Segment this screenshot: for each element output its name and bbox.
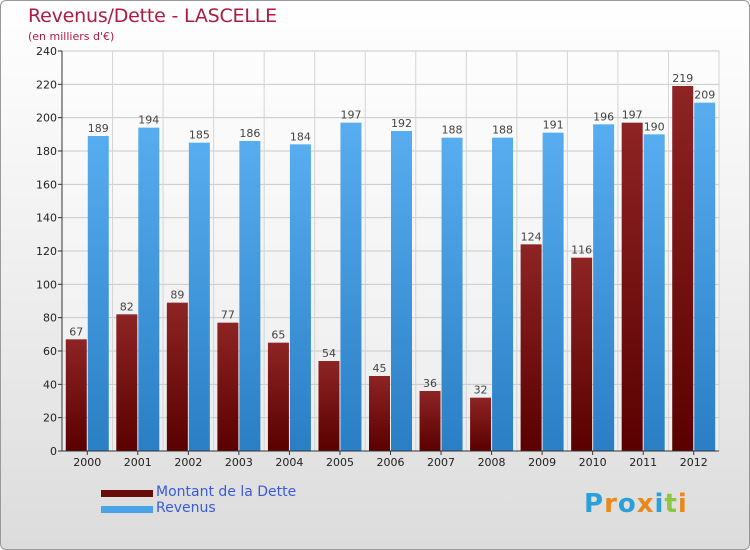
- data-label: 77: [221, 309, 235, 322]
- y-tick-label: 180: [36, 145, 57, 158]
- logo-letter: i: [677, 489, 688, 519]
- x-tick-label: 2006: [377, 456, 405, 469]
- data-label: 188: [492, 124, 513, 137]
- data-label: 196: [593, 110, 614, 123]
- data-label: 209: [694, 89, 715, 102]
- bar-debt: [65, 339, 87, 451]
- bar-revenus: [391, 131, 412, 451]
- x-tick-label: 2003: [225, 456, 253, 469]
- bar-revenus: [492, 137, 514, 451]
- bar-debt: [520, 244, 542, 451]
- y-tick-label: 0: [50, 445, 57, 458]
- bar-debt: [369, 376, 390, 451]
- axes: 0 20 40 60 80 100 120 140 160 180 200 220 240 2000 200…: [36, 45, 719, 469]
- bar-debt: [116, 314, 138, 451]
- y-tick-label: 140: [36, 212, 57, 225]
- bar-revenus: [289, 144, 311, 452]
- bar-debt: [267, 342, 289, 451]
- data-label: 197: [340, 109, 361, 122]
- bar-debt: [217, 322, 239, 451]
- y-tick-label: 20: [43, 412, 57, 425]
- logo-letter: x: [636, 489, 655, 519]
- chart-subtitle: (en milliers d'€): [28, 30, 115, 43]
- x-tick-label: 2000: [73, 456, 101, 469]
- y-tick-label: 120: [36, 245, 57, 258]
- legend-label-revenus: Revenus: [156, 500, 216, 516]
- data-label: 54: [322, 347, 336, 360]
- x-tick-label: 2011: [629, 456, 657, 469]
- data-label: 67: [69, 325, 83, 338]
- proxiti-logo: Proxiti: [584, 489, 688, 519]
- bar-debt: [166, 302, 188, 451]
- data-label: 219: [672, 72, 693, 85]
- data-label: 192: [391, 117, 412, 130]
- x-tick-label: 2002: [174, 456, 202, 469]
- legend-swatch-debt: [101, 490, 153, 497]
- bar-revenus: [340, 122, 362, 452]
- data-labels: 67 189 82 194 89 185 77 186 65 184 54 197 45 192 36 188…: [69, 72, 715, 397]
- data-label: 116: [571, 244, 592, 257]
- y-tick-label: 240: [36, 45, 57, 58]
- logo-letter: P: [584, 489, 605, 519]
- y-tick-label: 160: [36, 178, 57, 191]
- bar-debt: [621, 122, 643, 452]
- y-tick-label: 200: [36, 112, 57, 125]
- bar-debt: [672, 86, 694, 451]
- data-label: 32: [474, 384, 488, 397]
- data-label: 45: [373, 362, 387, 375]
- logo-letter: i: [654, 489, 665, 519]
- data-label: 124: [521, 230, 542, 243]
- data-label: 82: [120, 300, 134, 313]
- bar-revenus: [643, 134, 665, 452]
- bar-debt: [419, 391, 441, 451]
- x-tick-label: 2007: [427, 456, 455, 469]
- legend-swatch-revenus: [101, 506, 153, 513]
- x-tick-label: 2008: [478, 456, 506, 469]
- bar-revenus: [188, 142, 210, 451]
- data-label: 184: [290, 130, 311, 143]
- x-tick-label: 2001: [124, 456, 152, 469]
- x-tick-label: 2004: [275, 456, 303, 469]
- logo-letter: r: [604, 489, 618, 519]
- data-label: 194: [138, 114, 159, 127]
- bar-revenus: [239, 141, 261, 451]
- bar-debt: [470, 397, 492, 451]
- x-tick-label: 2005: [326, 456, 354, 469]
- y-tick-label: 60: [43, 345, 57, 358]
- data-label: 89: [170, 289, 184, 302]
- grid-lines: [61, 50, 720, 452]
- x-tick-label: 2012: [680, 456, 708, 469]
- data-label: 191: [543, 119, 564, 132]
- bar-debt: [571, 257, 593, 451]
- bar-revenus: [138, 127, 160, 452]
- data-label: 186: [239, 127, 260, 140]
- y-tick-label: 40: [43, 378, 57, 391]
- bar-revenus: [694, 102, 716, 452]
- bar-revenus: [87, 136, 109, 451]
- chart-title: Revenus/Dette - LASCELLE: [28, 5, 277, 27]
- bars: [65, 86, 716, 452]
- bar-revenus: [542, 132, 564, 451]
- y-tick-label: 220: [36, 78, 57, 91]
- bar-revenus: [441, 137, 463, 451]
- logo-letter: o: [617, 489, 637, 519]
- data-label: 189: [88, 122, 109, 135]
- data-label: 190: [644, 120, 665, 133]
- x-tick-label: 2009: [528, 456, 556, 469]
- y-tick-label: 100: [36, 278, 57, 291]
- x-tick-label: 2010: [579, 456, 607, 469]
- y-tick-label: 80: [43, 312, 57, 325]
- logo-letter: t: [664, 489, 678, 519]
- legend-label-debt: Montant de la Dette: [156, 484, 297, 500]
- bar-revenus: [593, 124, 615, 451]
- data-label: 197: [622, 109, 643, 122]
- data-label: 185: [189, 129, 210, 142]
- data-label: 188: [442, 124, 463, 137]
- data-label: 65: [271, 329, 285, 342]
- data-label: 36: [423, 377, 437, 390]
- bar-debt: [318, 361, 340, 451]
